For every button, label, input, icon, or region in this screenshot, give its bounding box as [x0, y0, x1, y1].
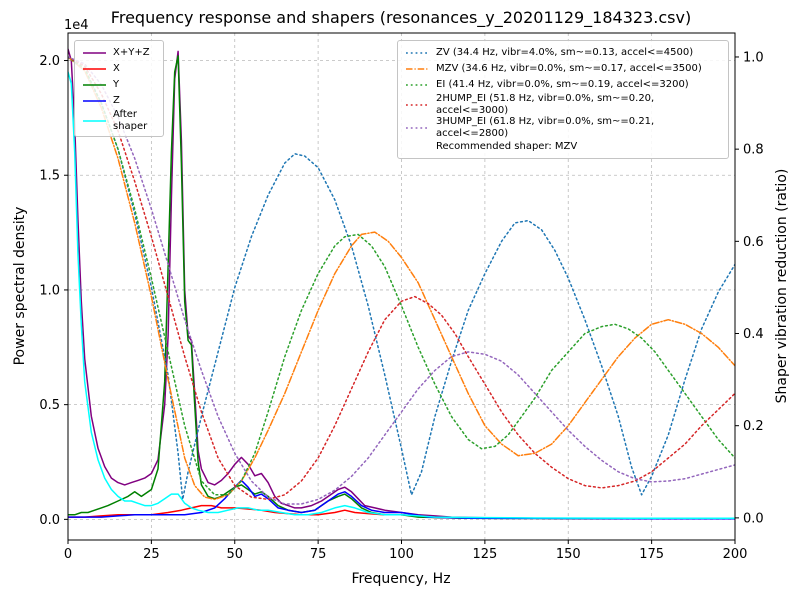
series-after-shaper [68, 71, 735, 519]
left-y-axis-label: Power spectral density [12, 206, 28, 366]
legend-line-sample [83, 100, 106, 102]
series-2hump-ei [68, 56, 735, 501]
series-sum [68, 48, 735, 520]
legend-label: Y [113, 79, 120, 91]
right-y-tick-label: 1.0 [743, 50, 764, 65]
legend-item-sum: X+Y+Z [82, 45, 156, 61]
left-y-tick-label: 1.5 [39, 169, 60, 184]
right-y-tick-label: 0.4 [743, 327, 764, 342]
left-y-tick-label: 0.0 [39, 513, 60, 528]
legend-line-sample [83, 68, 106, 70]
x-tick-label: 125 [472, 547, 497, 562]
legend-item-z: Z [82, 93, 156, 109]
legend-item-x: X [82, 61, 156, 77]
legend-label: Z [113, 95, 120, 107]
left-y-tick-label: 0.5 [39, 398, 60, 413]
legend-line-sample [83, 84, 106, 86]
left-y-tick-label: 2.0 [39, 54, 60, 69]
right-y-axis-label: Shaper vibration reduction (ratio) [774, 168, 790, 404]
legend-label: ZV (34.4 Hz, vibr=4.0%, sm~=0.13, accel<… [436, 47, 694, 59]
legend-line-sample [406, 68, 429, 70]
legend-label: X+Y+Z [113, 47, 150, 59]
series-zv [68, 56, 735, 501]
legend-item-after-shaper: After shaper [82, 109, 156, 132]
x-tick-label: 175 [639, 547, 664, 562]
right-y-tick-label: 0.6 [743, 235, 764, 250]
legend-item-2hump-ei: 2HUMP_EI (51.8 Hz, vibr=0.0%, sm~=0.20, … [405, 93, 721, 116]
legend-line-sample [83, 52, 106, 54]
legend-item-zv: ZV (34.4 Hz, vibr=4.0%, sm~=0.13, accel<… [405, 45, 721, 61]
legend-label: MZV (34.6 Hz, vibr=0.0%, sm~=0.17, accel… [436, 63, 702, 75]
psd-legend: X+Y+Z X Y Z After shaper [74, 40, 164, 137]
series-group [68, 48, 735, 520]
series-3hump-ei [68, 56, 735, 505]
left-y-tick-label: 1.0 [39, 283, 60, 298]
x-tick-label: 100 [389, 547, 414, 562]
legend-line-sample [406, 126, 429, 129]
legend-label: After shaper [113, 109, 148, 132]
y-axis-offset-label: 1e4 [64, 18, 89, 33]
x-tick-label: 75 [310, 547, 327, 562]
chart-title: Frequency response and shapers (resonanc… [110, 8, 692, 27]
axis-ticks: 0 25 50 75 100 125 150 175 200 0.0 0.5 1.0 1.5 2.0 0.0… [39, 50, 763, 562]
legend-label: 2HUMP_EI (51.8 Hz, vibr=0.0%, sm~=0.20, … [436, 93, 655, 116]
x-tick-label: 0 [64, 547, 72, 562]
right-y-tick-label: 0.2 [743, 419, 764, 434]
legend-label: EI (41.4 Hz, vibr=0.0%, sm~=0.19, accel<… [436, 79, 689, 91]
right-y-tick-label: 0.0 [743, 511, 764, 526]
x-tick-label: 150 [556, 547, 581, 562]
x-tick-label: 50 [226, 547, 243, 562]
legend-item-ei: EI (41.4 Hz, vibr=0.0%, sm~=0.19, accel<… [405, 77, 721, 93]
legend-line-sample [83, 119, 106, 122]
right-y-tick-label: 0.8 [743, 143, 764, 158]
x-tick-label: 200 [723, 547, 748, 562]
legend-line-sample [406, 103, 429, 106]
series-mzv [68, 56, 735, 501]
legend-item-y: Y [82, 77, 156, 93]
legend-recommended-shaper: Recommended shaper: MZV [436, 141, 578, 152]
legend-item-3hump-ei: 3HUMP_EI (61.8 Hz, vibr=0.0%, sm~=0.21, … [405, 116, 721, 139]
legend-item-mzv: MZV (34.6 Hz, vibr=0.0%, sm~=0.17, accel… [405, 61, 721, 77]
series-ei [68, 56, 735, 496]
legend-line-sample [406, 52, 429, 54]
legend-label: 3HUMP_EI (61.8 Hz, vibr=0.0%, sm~=0.21, … [436, 116, 655, 139]
shaper-legend: ZV (34.4 Hz, vibr=4.0%, sm~=0.13, accel<… [397, 40, 729, 159]
x-axis-label: Frequency, Hz [351, 571, 451, 587]
legend-line-sample [406, 84, 429, 86]
legend-label: X [113, 63, 120, 75]
x-tick-label: 25 [143, 547, 160, 562]
